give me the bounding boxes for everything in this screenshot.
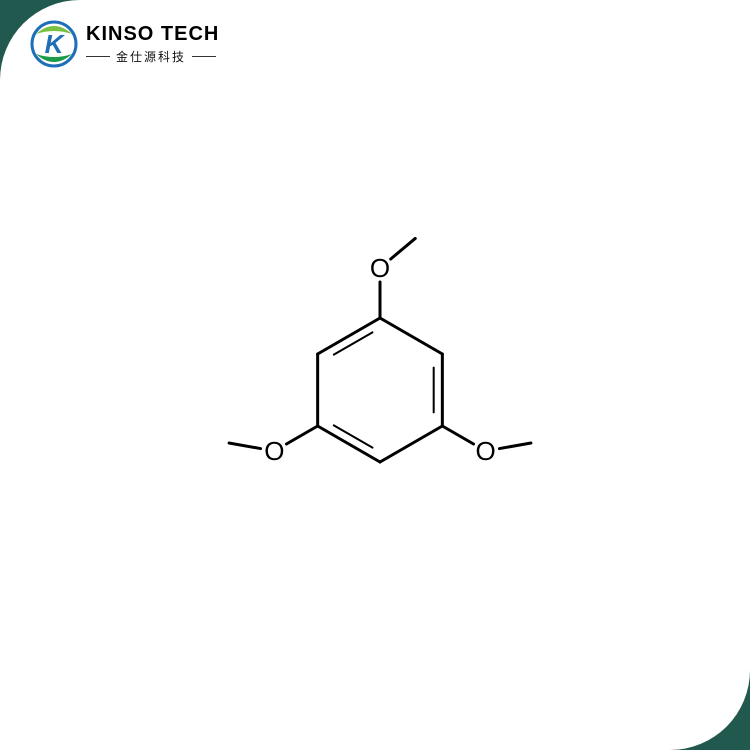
brand-name-cn-row: 金仕源科技: [86, 48, 219, 65]
brand-divider-right: [192, 56, 216, 57]
molecule-diagram: O O O: [150, 210, 610, 570]
content-card: K KINSO TECH 金仕源科技 O O O: [0, 0, 750, 750]
svg-text:O: O: [370, 253, 390, 283]
svg-text:K: K: [45, 29, 66, 59]
svg-text:O: O: [476, 436, 496, 466]
molecule-svg: O O O: [150, 210, 610, 570]
brand-divider-left: [86, 56, 110, 57]
brand-logo: K KINSO TECH 金仕源科技: [30, 20, 219, 68]
brand-name-en: KINSO TECH: [86, 23, 219, 46]
logo-text: KINSO TECH 金仕源科技: [86, 23, 219, 65]
svg-text:O: O: [264, 436, 284, 466]
logo-icon: K: [30, 20, 78, 68]
brand-name-cn: 金仕源科技: [116, 48, 186, 65]
